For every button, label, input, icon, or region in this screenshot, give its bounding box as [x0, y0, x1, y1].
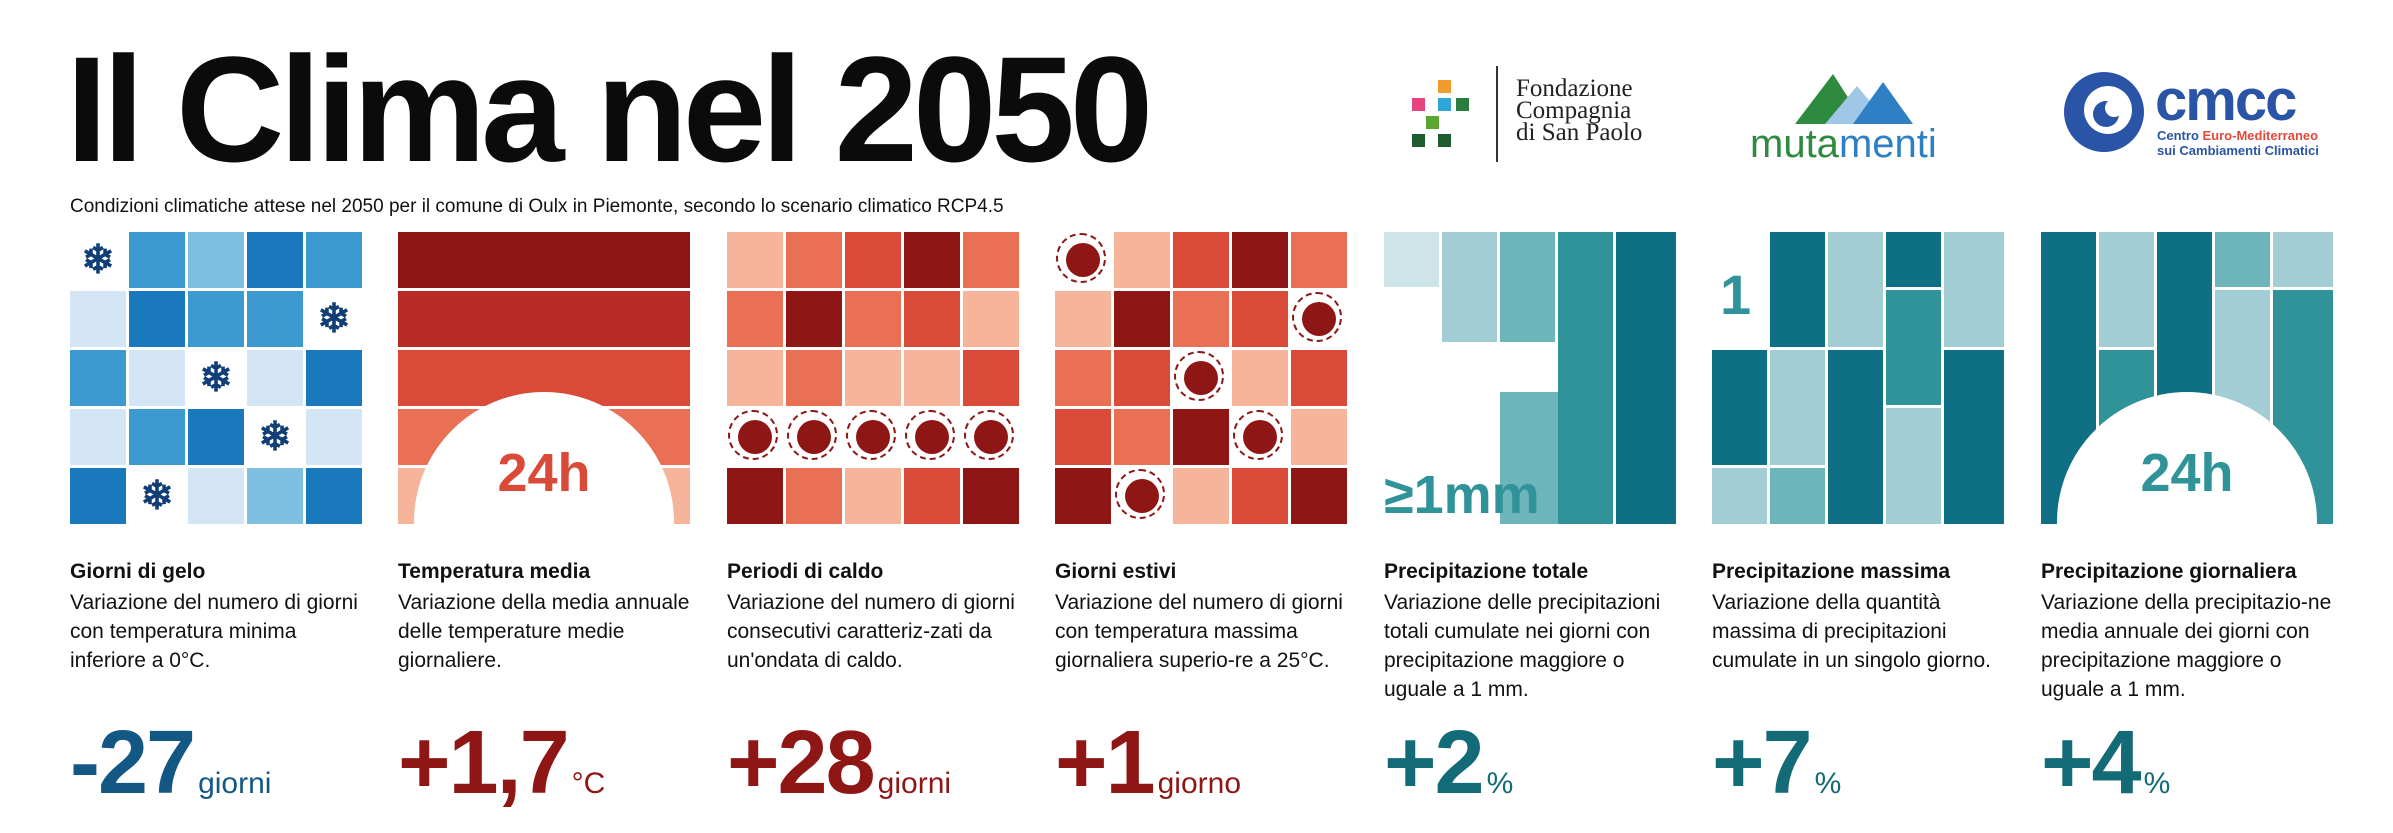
card-description: Variazione del numero di giorni con temp… [1055, 591, 1343, 672]
fondazione-line-3: di San Paolo [1516, 119, 1643, 146]
heat-dot-icon [1056, 233, 1106, 283]
cmcc-swirl-icon [2064, 72, 2144, 152]
card-description: Variazione delle precipitazioni totali c… [1384, 591, 1661, 701]
card-value: +7% [1712, 718, 1841, 808]
value-unit: % [2143, 767, 2171, 800]
heat-dot-icon [905, 410, 955, 460]
mm-badge: ≥1mm [1384, 465, 1540, 524]
heat-dot-icon [1174, 351, 1224, 401]
snowflake-icon: ❄ [81, 238, 115, 282]
card-title: Giorni estivi [1055, 560, 1177, 583]
value-unit: °C [571, 767, 606, 800]
value-unit: % [1814, 767, 1842, 800]
card-value: +28 giorni [727, 718, 951, 808]
fondazione-line-2: Compagnia [1516, 97, 1632, 124]
card-description: Variazione del numero di giorni con temp… [70, 591, 358, 672]
cmcc-sub-1b: Euro-Mediterraneo [2202, 128, 2319, 143]
card-title: Precipitazione massima [1712, 560, 1951, 583]
card-title: Periodi di caldo [727, 560, 884, 583]
summer-days-graphic [1055, 232, 1347, 524]
snowflake-icon: ❄ [258, 415, 292, 459]
heat-dot-icon [1233, 410, 1283, 460]
card-title: Giorni di gelo [70, 560, 206, 583]
card-description: Variazione della quantità massima di pre… [1712, 591, 1992, 672]
cmcc-logo-subtitle: Centro Euro-Mediterraneo sui Cambiamenti… [2157, 128, 2319, 158]
card-description: Variazione del numero di giorni consecut… [727, 591, 1015, 672]
card-value: +2% [1384, 718, 1513, 808]
mean-temperature-graphic: 24h [398, 232, 690, 524]
card-value: +1,7 °C [398, 718, 605, 808]
heat-periods-graphic [727, 232, 1019, 524]
daily-precipitation-graphic: 24h [2041, 232, 2333, 524]
page-title: Il Clima nel 2050 [66, 25, 1153, 193]
value-number: +28 [727, 713, 876, 813]
max-precipitation-graphic: 1 [1712, 232, 2004, 524]
mutamenti-part-2: menti [1838, 122, 1937, 166]
value-unit: giorno [1157, 767, 1242, 800]
value-number: +1,7 [398, 713, 570, 813]
card-description: Variazione della media annuale delle tem… [398, 591, 690, 672]
value-number: +1 [1055, 713, 1156, 813]
hours-badge: 24h [497, 443, 591, 503]
heat-dot-icon [787, 410, 837, 460]
card-value: +1 giorno [1055, 718, 1241, 808]
mutamenti-part-1: muta [1750, 122, 1839, 166]
snowflake-icon: ❄ [140, 474, 174, 518]
heat-dot-icon [1292, 292, 1342, 342]
total-precipitation-graphic: ≥1mm [1384, 232, 1676, 524]
value-number: +4 [2041, 713, 2142, 813]
card-value: -27 giorni [70, 718, 271, 808]
snowflake-icon: ❄ [199, 356, 233, 400]
cmcc-logo-text: cmcc [2155, 68, 2297, 133]
card-title: Temperatura media [398, 560, 591, 583]
cmcc-sub-2: sui Cambiamenti Climatici [2157, 143, 2319, 158]
heat-dot-icon [728, 410, 778, 460]
card-title: Precipitazione giornaliera [2041, 560, 2297, 583]
value-number: +7 [1712, 713, 1813, 813]
heat-dot-icon [1115, 469, 1165, 519]
card-title: Precipitazione totale [1384, 560, 1589, 583]
fondazione-logo: Fondazione Compagnia di San Paolo [1412, 66, 1652, 166]
card-description: Variazione della precipitazio-ne media a… [2041, 591, 2332, 701]
cmcc-sub-1a: Centro [2157, 128, 2203, 143]
snowflake-icon: ❄ [317, 297, 351, 341]
value-unit: giorni [198, 767, 272, 800]
frost-days-graphic: ❄ ❄ ❄ ❄ ❄ [70, 232, 362, 524]
page-subtitle: Condizioni climatiche attese nel 2050 pe… [70, 196, 1004, 217]
card-value: +4% [2041, 718, 2170, 808]
mutamenti-logo: mutamenti [1750, 122, 1937, 167]
value-unit: giorni [877, 767, 952, 800]
heat-dot-icon [846, 410, 896, 460]
hours-badge: 24h [2140, 443, 2234, 503]
value-number: +2 [1384, 713, 1485, 813]
mountain-icon [1795, 74, 1913, 124]
heat-dot-icon [964, 410, 1014, 460]
one-day-badge: 1 [1720, 263, 1752, 326]
value-unit: % [1486, 767, 1514, 800]
value-number: -27 [70, 713, 196, 813]
fondazione-line-1: Fondazione [1516, 75, 1633, 102]
